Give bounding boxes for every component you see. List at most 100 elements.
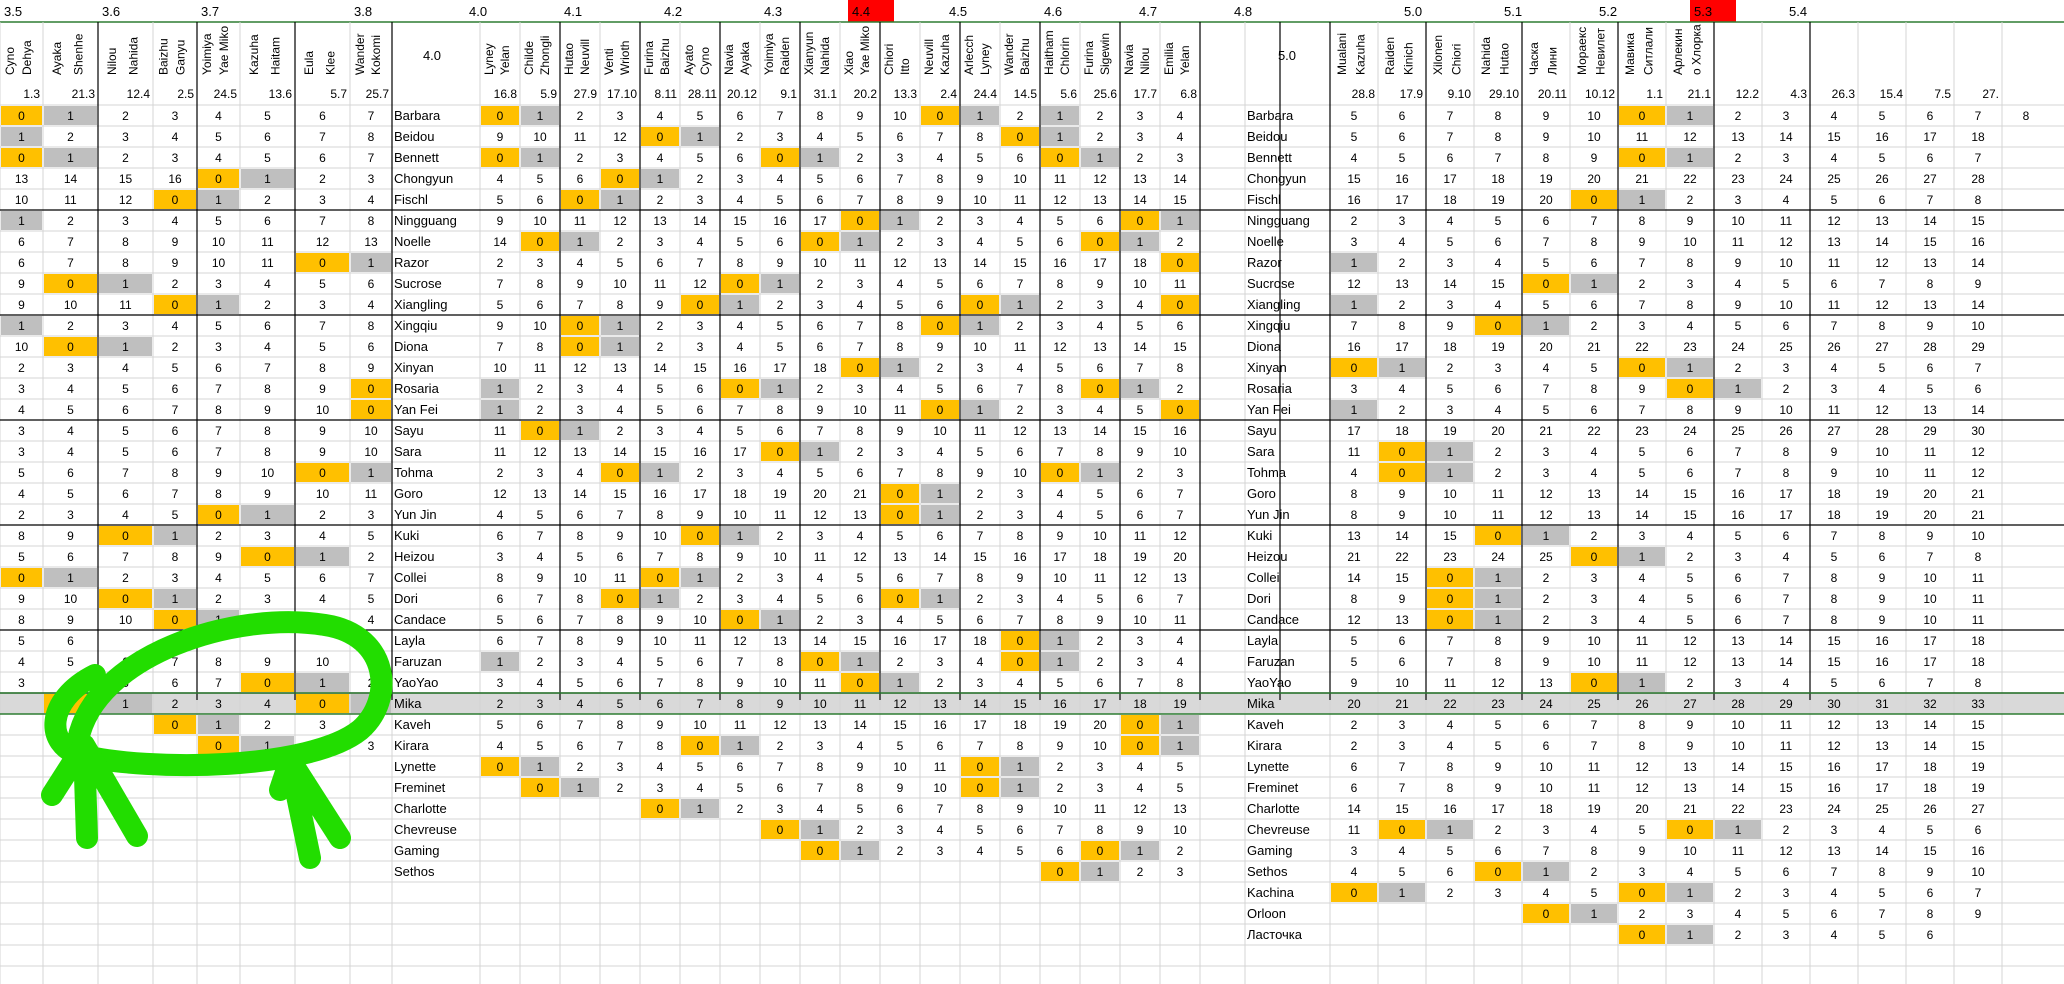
table-row[interactable]: 3 4 5 6 7 8 9 10 Sara 11 12 13 14 15 16 17 0 1 2 3 4 5 6 7 8 9 10 S…: [18, 442, 1985, 461]
table-row[interactable]: 5 6 Layla 6 7 8 9 10 11 12 13 14 15 16 17 18 0 1 2 3 4 Layla 5…: [18, 631, 1985, 650]
table-row[interactable]: 10 11 12 0 1 2 3 4 Fischl 5 6 0 1 2 3 4 5 6 7 8 9 10 11 12 13 14 1…: [15, 190, 1982, 209]
cell-value: 3: [817, 529, 824, 543]
table-row[interactable]: 4 5 6 7 8 9 10 11 Goro 12 13 14 15 16 17 18 19 20 21 0 1 2 3 4 5…: [18, 484, 1985, 503]
cell-value: 6: [697, 382, 704, 396]
cell-value: 6: [657, 256, 664, 270]
table-row[interactable]: 0 1 2 3 4 5 6 7 Collei 8 9 10 11 0 1 2 3 4 5 6 7 8 9 10 11 12 13 Co…: [1, 568, 1985, 587]
cell-value: 5: [617, 697, 624, 711]
cell-value: 3: [617, 109, 624, 123]
cell-value: 5: [215, 319, 222, 333]
cell-value: 9: [1399, 508, 1406, 522]
table-row[interactable]: Orloon 0 1 2 3 4 5 6 7 8 9: [1247, 904, 1982, 923]
cell-value: 3: [857, 613, 864, 627]
table-row[interactable]: 0 1 2 3 4 0 1 Mika 2 3 4 5 6 7 8 9 10 11 12 13 14 15 16 17 18 19 M…: [0, 693, 2064, 714]
version-label: 4.5: [949, 4, 967, 19]
table-row[interactable]: 6 7 8 9 10 11 0 1 Razor 2 3 4 5 6 7 8 9 10 11 12 13 14 15 16 17 1…: [18, 253, 1985, 272]
cell-value: 16: [1827, 781, 1841, 795]
version-highlight-cell[interactable]: [1690, 0, 1736, 22]
table-row[interactable]: 9 10 0 1 2 3 4 5 Dori 6 7 8 0 1 2 3 4 5 6 0 1 2 3 4 5 6 7 Dori 8 9 0 1 2…: [18, 589, 1985, 608]
table-row[interactable]: Lynette 0 1 2 3 4 5 6 7 8 9 10 11 0 1 2 3 4 5 Lynette 6 7 8 9 10…: [394, 757, 1985, 776]
table-row[interactable]: 4 5 6 7 8 9 10 0 Yan Fei 1 2 3 4 5 6 7 8 9 10 11 0 1 2 3 4 5 0 Yan …: [18, 400, 1985, 419]
cell-value: 3: [172, 571, 179, 585]
row-name: Collei: [1247, 570, 1280, 585]
cell-value: 17: [1923, 130, 1937, 144]
table-row[interactable]: 0 1 2 3 4 5 6 7 Barbara 0 1 2 3 4 5 6 7 8 9 10 0 1 2 1 2 3 4 Barbar…: [1, 106, 2064, 125]
table-row[interactable]: Freminet 0 1 2 3 4 5 6 7 8 9 10 0 1 2 3 4 5 Freminet 6 7 8 9 10…: [394, 778, 1985, 797]
cell-value: 7: [1783, 592, 1790, 606]
table-row[interactable]: Ласточка 0 1 2 3 4 5 6: [1247, 925, 1934, 944]
table-row[interactable]: Chevreuse 0 1 2 3 4 5 6 7 8 9 10 Chevreuse 11 0 1 2 3 4 5 0 1…: [394, 820, 1982, 839]
table-row[interactable]: 8 9 10 0 1 2 3 4 Candace 5 6 7 8 9 10 0 1 2 3 4 5 6 7 8 9 10 11 Can…: [18, 610, 1985, 629]
cell-fill: [1715, 379, 1761, 398]
table-row[interactable]: 8 9 0 1 2 3 4 5 Kuki 6 7 8 9 10 0 1 2 3 4 5 6 7 8 9 10 11 12 Kuki 13…: [18, 526, 1985, 545]
column-header-name: Haitham: [1042, 30, 1056, 75]
cell-value: 2: [1351, 718, 1358, 732]
cell-value: 9: [897, 424, 904, 438]
table-row[interactable]: 1 2 3 4 5 6 7 8 Xingqiu 9 10 0 1 2 3 4 5 6 7 8 0 1 2 3 4 5 6 Xingqi…: [1, 316, 1985, 335]
cell-value: 7: [1137, 676, 1144, 690]
table-row[interactable]: 5 6 7 8 9 0 1 2 Heizou 3 4 5 6 7 8 9 10 11 12 13 14 15 16 17 18 1…: [18, 547, 1982, 566]
table-row[interactable]: 10 0 1 2 3 4 5 6 Diona 7 8 0 1 2 3 4 5 6 7 8 9 10 11 12 13 14 15 Di…: [15, 337, 1985, 356]
table-row[interactable]: 6 7 8 9 10 11 12 13 Noelle 14 0 1 2 3 4 5 6 0 1 2 3 4 5 6 0 1 2 Noe…: [18, 232, 1985, 251]
table-row[interactable]: Kachina 0 1 2 3 4 5 0 1 2 3 4 5 6 7: [1247, 883, 1982, 902]
cell-value: 10: [1173, 445, 1187, 459]
cell-value: 1: [1639, 676, 1646, 690]
cell-value: 5: [537, 172, 544, 186]
cell-value: 15: [693, 361, 707, 375]
cell-fill: [681, 799, 719, 818]
cell-value: 4: [1351, 466, 1358, 480]
cell-value: 24: [1827, 802, 1841, 816]
cell-fill: [1475, 862, 1521, 881]
cell-value: 5: [737, 235, 744, 249]
cell-value: 1: [777, 613, 784, 627]
table-row[interactable]: 1 2 3 4 5 6 7 8 Beidou 9 10 11 12 0 1 2 3 4 5 6 7 8 0 1 2 3 4 Beido…: [1, 127, 1985, 146]
cell-value: 14: [1395, 529, 1409, 543]
table-row[interactable]: 13 14 15 16 0 1 2 3 Chongyun 4 5 6 0 1 2 3 4 5 6 7 8 9 10 11 12 1…: [15, 169, 1985, 188]
table-row[interactable]: 5 6 7 8 9 10 0 1 Tohma 2 3 4 0 1 2 3 4 5 6 7 8 9 10 0 1 2 3 Tohma 4 0…: [18, 463, 1985, 482]
cell-value: 9: [497, 319, 504, 333]
table-row[interactable]: 9 10 11 0 1 2 3 4 Xiangling 5 6 7 8 9 0 1 2 3 4 5 6 0 1 2 3 4 0 Xia…: [18, 295, 1985, 314]
table-row[interactable]: 3 4 5 6 7 8 9 0 Rosaria 1 2 3 4 5 6 0 1 2 3 4 5 6 7 8 0 1 2 Rosaria…: [18, 379, 1982, 398]
cell-value: 10: [1971, 319, 1985, 333]
cell-fill: [296, 547, 349, 566]
table-row[interactable]: 0 1 2 3 Kirara 4 5 6 7 8 0 1 2 3 4 5 6 7 8 9 10 0 1 Kirara 2 3 4 5 6…: [198, 736, 1985, 755]
table-row[interactable]: 9 0 1 2 3 4 5 6 Sucrose 7 8 9 10 11 12 0 1 2 3 4 5 6 7 8 9 10 11 Su…: [18, 274, 1982, 293]
cell-value: 13: [1347, 529, 1361, 543]
cell-value: 1: [215, 718, 222, 732]
cell-fill: [1619, 106, 1665, 125]
cell-value: 2: [577, 760, 584, 774]
table-row[interactable]: 0 1 2 3 4 Kaveh 5 6 7 8 9 10 11 12 13 14 15 16 17 18 19 20 0 1 K…: [154, 715, 1985, 734]
cell-value: 7: [172, 655, 179, 669]
cell-value: 13: [1683, 760, 1697, 774]
column-stat: 29.10: [1489, 87, 1519, 101]
table-row[interactable]: Sethos 0 1 2 3 Sethos 4 5 6 0 1 2 3 4 5 6 7 8 9 10: [394, 862, 1985, 881]
table-row[interactable]: 2 3 4 5 0 1 2 3 Yun Jin 4 5 6 7 8 9 10 11 12 13 0 1 2 3 4 5 6 7 Yun…: [18, 505, 1985, 524]
cell-value: 4: [1591, 823, 1598, 837]
table-row[interactable]: 1 2 3 4 5 6 7 8 Ningguang 9 10 11 12 13 14 15 16 17 0 1 2 3 4 5…: [1, 211, 1985, 230]
column-header-name: Cyno: [698, 47, 712, 75]
version-highlight-cell[interactable]: [848, 0, 894, 22]
table-row[interactable]: 3 4 5 6 7 8 9 10 Sayu 11 0 1 2 3 4 5 6 7 8 9 10 11 12 13 14 15 16 S…: [18, 421, 1985, 440]
column-stat: 5.9: [540, 87, 557, 101]
row-name: Noelle: [1247, 234, 1284, 249]
table-row[interactable]: 4 5 6 7 8 9 10 Faruzan 1 2 3 4 5 6 7 8 0 1 2 3 4 0 1 2 3 4 Faruzan…: [18, 652, 1985, 671]
table-row[interactable]: Gaming 0 1 2 3 4 5 6 0 1 2 Gaming 3 4 5 6 7 8 9 10 11 12 13 14 1…: [394, 841, 1985, 860]
cell-value: 3: [122, 130, 129, 144]
cell-value: 14: [1923, 739, 1937, 753]
cell-value: 11: [365, 487, 378, 501]
cell-fill: [1619, 883, 1665, 902]
table-row[interactable]: 2 3 4 5 6 7 8 9 Xinyan 10 11 12 13 14 15 16 17 18 0 1 2 3 4 5 6 7…: [18, 358, 1982, 377]
cell-fill: [1619, 925, 1665, 944]
table-row[interactable]: Charlotte 0 1 2 3 4 5 6 7 8 9 10 11 12 13 Charlotte 14 15…: [394, 799, 1985, 818]
cell-value: 1: [1399, 886, 1406, 900]
row-name: Bennett: [394, 150, 439, 165]
cell-value: 1: [1017, 760, 1024, 774]
cell-value: 2: [18, 361, 25, 375]
cell-value: 8: [1687, 403, 1694, 417]
cell-value: 2: [897, 235, 904, 249]
cell-value: 3: [122, 319, 129, 333]
table-row[interactable]: 0 1 2 3 4 5 6 7 Bennett 0 1 2 3 4 5 6 0 1 2 3 4 5 6 0 1 2 3 Bennett…: [1, 148, 1982, 167]
cell-value: 12: [1971, 445, 1985, 459]
cell-value: 14: [973, 697, 987, 711]
